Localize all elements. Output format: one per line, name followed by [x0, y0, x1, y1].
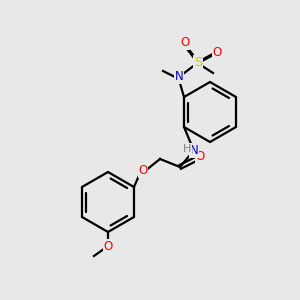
Text: O: O — [195, 151, 205, 164]
Text: N: N — [190, 145, 198, 158]
Text: O: O — [138, 164, 148, 178]
Text: O: O — [103, 239, 112, 253]
Text: O: O — [180, 37, 190, 50]
Text: N: N — [175, 70, 183, 83]
Text: S: S — [194, 56, 202, 68]
Text: O: O — [212, 46, 222, 59]
Text: H: H — [183, 144, 191, 154]
